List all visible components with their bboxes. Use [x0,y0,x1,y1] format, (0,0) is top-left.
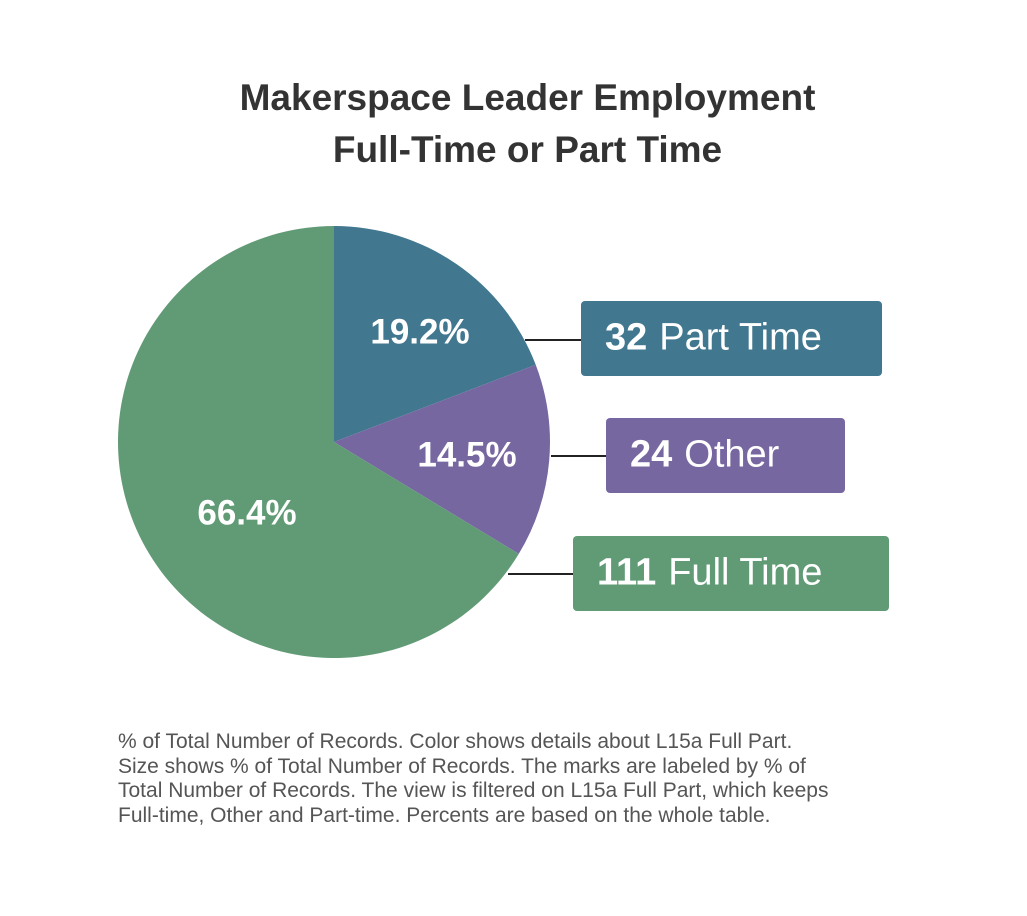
chart-title: Makerspace Leader Employment Full-Time o… [0,72,1027,176]
callout-count-part-time: 32 [605,317,647,359]
callout-count-full-time: 111 [597,552,656,594]
pie-slice-part-time [334,226,536,442]
chart-title-line-2: Full-Time or Part Time [332,129,723,170]
callout-box-full-time [573,536,889,611]
footnote-line-3: Total Number of Records. The view is fil… [118,779,829,802]
callout-box-other [606,418,845,493]
pie-slice-full-time [118,226,519,659]
slice-percent-label-full-time: 66.4% [197,493,296,532]
callout-label-part-time: 32 Part Time [605,317,822,359]
footnote-line-1: % of Total Number of Records. Color show… [118,730,793,753]
callout-box-part-time [581,301,882,376]
pie-slice-other [334,364,550,554]
callout-category-other: Other [684,434,779,476]
footnote-line-2: Size shows % of Total Number of Records.… [118,754,806,778]
chart-title-line-1: Makerspace Leader Employment [239,77,816,118]
footnote: % of Total Number of Records. Color show… [118,730,978,828]
slice-percent-label-part-time: 19.2% [370,312,469,351]
callout-category-full-time: Full Time [668,552,822,594]
callout-category-part-time: Part Time [659,317,822,359]
callout-label-other: 24 Other [630,434,780,476]
slice-percent-label-other: 14.5% [417,435,516,474]
callout-label-full-time: 111 Full Time [597,552,822,594]
footnote-line-4: Full-time, Other and Part-time. Percents… [118,803,771,827]
callout-count-other: 24 [630,434,672,476]
